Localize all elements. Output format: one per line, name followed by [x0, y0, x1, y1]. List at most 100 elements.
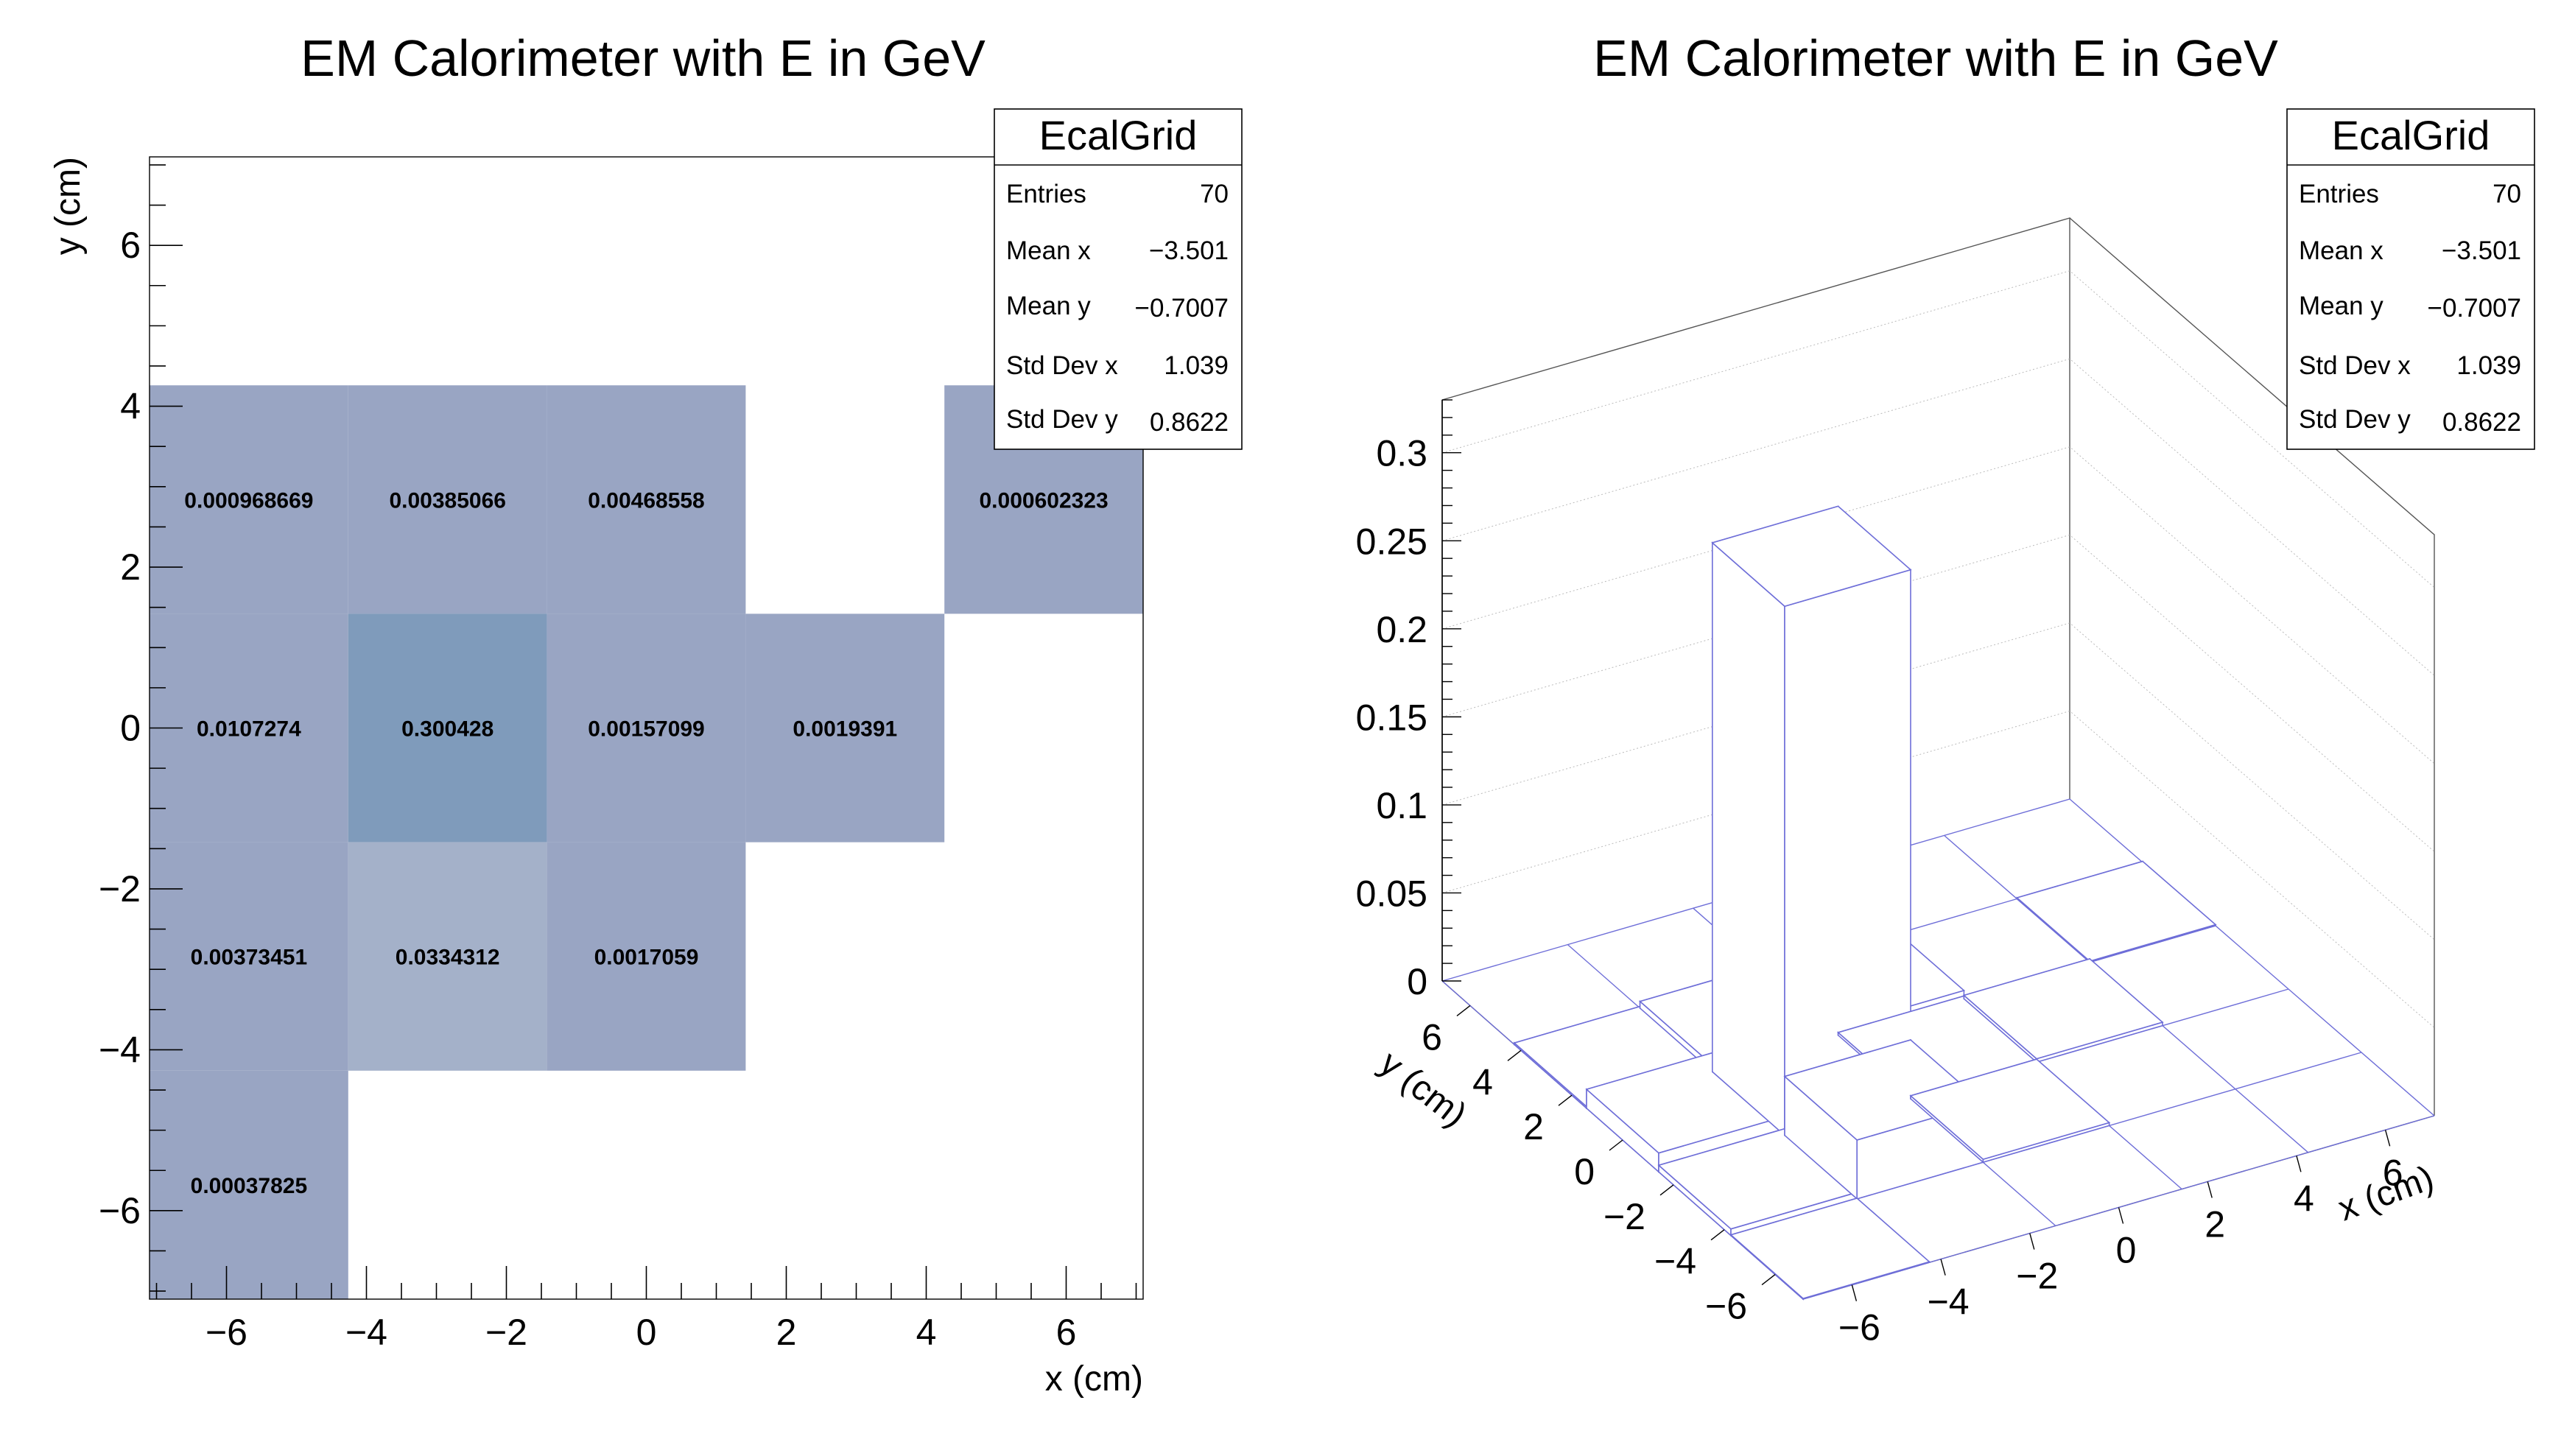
z-tick-label: 0.15 — [1356, 697, 1427, 738]
x-tick-label: −6 — [1838, 1307, 1880, 1348]
x-tick-label: −2 — [485, 1312, 527, 1353]
heatmap-y-axis: −6 −4 −2 0 2 4 6 — [99, 164, 183, 1292]
z-gridline — [1441, 358, 2435, 676]
z-tick-label: 0 — [1407, 961, 1427, 1002]
heatmap-cell-label: 0.000968669 — [184, 488, 313, 513]
stats-value-mean-x: −3.501 — [1149, 236, 1229, 265]
y-tick-label: 0 — [120, 708, 141, 749]
stats-value-stddev-y: 0.8622 — [1150, 408, 1229, 437]
x-tick-label: −4 — [345, 1312, 387, 1353]
lego-bar-top — [1711, 505, 1912, 608]
stats-box-title: EcalGrid — [2332, 112, 2490, 158]
stats-label-stddev-y: Std Dev y — [2299, 405, 2411, 434]
x-tick-label: 6 — [1056, 1312, 1077, 1353]
stats-label-mean-y: Mean y — [1006, 292, 1091, 320]
y-tick-label: −2 — [99, 868, 141, 910]
z-gridline — [1441, 270, 2435, 588]
lego-stats-box: EcalGrid Entries 70 Mean x −3.501 Mean y… — [2286, 108, 2535, 450]
heatmap-cell — [745, 613, 945, 843]
lego-bar-top — [2015, 860, 2217, 963]
heatmap-cells: 0.000968669 0.00385066 0.00468558 0.0006023… — [150, 385, 1143, 1299]
y-tick-label: −2 — [1603, 1196, 1645, 1237]
x-tick — [2118, 1207, 2124, 1224]
y-tick — [1659, 1184, 1674, 1196]
stats-box-title: EcalGrid — [1039, 112, 1198, 158]
heatmap-cell — [150, 385, 348, 614]
heatmap-cell — [547, 613, 746, 843]
y-tick-label: 4 — [120, 386, 141, 427]
lego-bars — [1441, 505, 2435, 1301]
heatmap-cell — [547, 385, 746, 614]
y-tick — [1609, 1139, 1623, 1151]
lego-bar-side — [1712, 541, 1785, 1137]
y-tick — [1558, 1094, 1573, 1106]
stats-value-entries: 70 — [2493, 180, 2521, 208]
heatmap-title: EM Calorimeter with E in GeV — [301, 29, 986, 87]
x-tick-label: −4 — [1928, 1281, 1970, 1323]
heatmap-cell-label: 0.0017059 — [594, 946, 699, 970]
stats-value-stddev-y: 0.8622 — [2442, 408, 2521, 437]
z-tick-label: 0.05 — [1356, 873, 1427, 914]
lego-x-axis: −6 −4 −2 0 2 4 6 — [1838, 1130, 2403, 1348]
stats-value-stddev-x: 1.039 — [1164, 351, 1229, 380]
lego-bar-top — [1962, 958, 2164, 1060]
stats-label-stddev-y: Std Dev y — [1006, 405, 1118, 434]
stats-value-entries: 70 — [1200, 180, 1229, 208]
z-tick-label: 0.1 — [1376, 785, 1427, 826]
lego-z-axis: 0 0.05 0.1 0.15 0.2 0.25 0.3 — [1356, 399, 1461, 1002]
stats-label-mean-x: Mean x — [2299, 236, 2383, 265]
side-wall-edge — [2069, 217, 2435, 1116]
heatmap-cell — [150, 842, 348, 1071]
z-tick-label: 0.25 — [1356, 521, 1427, 562]
x-tick-label: 0 — [2116, 1230, 2137, 1271]
x-tick — [2029, 1233, 2035, 1250]
z-tick-label: 0.2 — [1376, 609, 1427, 650]
heatmap-cell — [547, 842, 746, 1071]
stats-value-mean-y: −0.7007 — [2428, 294, 2522, 323]
heatmap-cell — [348, 613, 547, 843]
lego-panel: EM Calorimeter with E in GeV 0 0.05 0.1 0.1… — [1356, 29, 2535, 1348]
floor-grid-line — [2069, 798, 2435, 1116]
x-tick-label: 2 — [776, 1312, 797, 1353]
heatmap-cell — [348, 385, 547, 614]
heatmap-stats-box: EcalGrid Entries 70 Mean x −3.501 Mean y… — [994, 108, 1243, 450]
y-tick-label: −6 — [1705, 1286, 1747, 1327]
x-tick-label: 2 — [2205, 1203, 2225, 1245]
stats-label-stddev-x: Std Dev x — [2299, 351, 2411, 380]
y-tick-label: 2 — [1523, 1106, 1544, 1147]
y-tick-label: 6 — [120, 225, 141, 266]
heatmap-x-axis-label: x (cm) — [1045, 1360, 1143, 1399]
heatmap-cell-label: 0.000602323 — [980, 488, 1109, 513]
x-tick-label: −2 — [2016, 1256, 2058, 1297]
heatmap-x-axis: −6 −4 −2 0 2 4 6 — [155, 1266, 1137, 1353]
heatmap-cell-label: 0.00157099 — [588, 717, 705, 742]
y-tick — [1507, 1049, 1522, 1061]
lego-bar-top — [1909, 1058, 2111, 1160]
heatmap-cell-label: 0.00385066 — [389, 488, 506, 513]
z-gridline — [1441, 710, 2435, 1028]
x-tick — [2384, 1130, 2391, 1147]
x-tick-label: 4 — [916, 1312, 937, 1353]
y-tick-label: 4 — [1472, 1061, 1493, 1102]
y-tick-label: 2 — [120, 546, 141, 588]
stats-label-mean-y: Mean y — [2299, 292, 2383, 320]
y-tick-label: 0 — [1574, 1151, 1595, 1192]
z-tick-label: 0.3 — [1376, 433, 1427, 474]
x-tick — [2207, 1181, 2213, 1198]
y-tick-label: −4 — [1654, 1241, 1696, 1282]
heatmap-cell-label: 0.00037825 — [191, 1174, 308, 1198]
z-gridline — [1441, 446, 2435, 764]
stats-value-mean-y: −0.7007 — [1135, 294, 1229, 323]
x-tick-label: 6 — [2383, 1152, 2403, 1193]
heatmap-cell-label: 0.0334312 — [396, 946, 500, 970]
heatmap-cell — [348, 842, 547, 1071]
heatmap-panel: EM Calorimeter with E in GeV 0.000968669… — [49, 29, 1243, 1399]
y-tick-label: −4 — [99, 1029, 141, 1070]
x-tick — [1851, 1284, 1858, 1301]
heatmap-cell-label: 0.00468558 — [588, 488, 705, 513]
stats-value-stddev-x: 1.039 — [2456, 351, 2521, 380]
heatmap-y-axis-label: y (cm) — [49, 157, 88, 255]
heatmap-cell-label: 0.300428 — [401, 717, 493, 742]
y-tick-label: −6 — [99, 1190, 141, 1231]
